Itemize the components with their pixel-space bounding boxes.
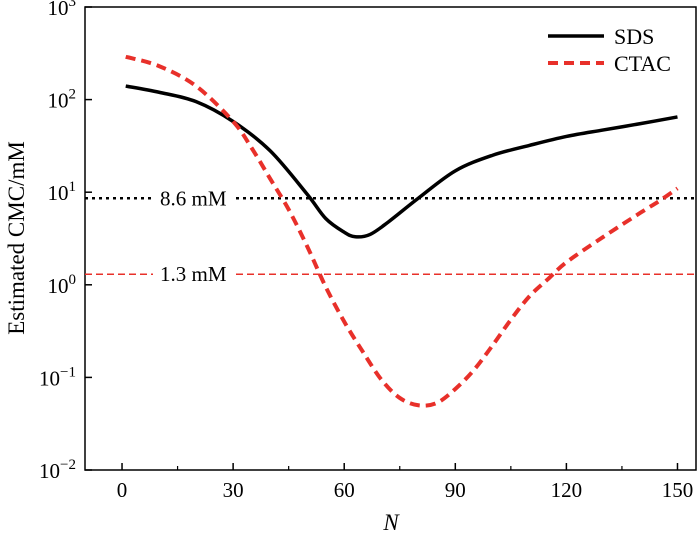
plot-frame bbox=[84, 6, 697, 471]
y-tick-label: 102 bbox=[48, 87, 77, 113]
series-lines bbox=[125, 54, 679, 408]
y-tick-label: 101 bbox=[48, 179, 77, 205]
y-tick-label: 10−2 bbox=[39, 457, 76, 483]
axis-ticks: 0 30 60 90 120 150 10−2 10−1 100 101 102 103 bbox=[39, 0, 693, 502]
x-tick-label: 30 bbox=[223, 478, 244, 502]
reference-line-label: 8.6 mM bbox=[160, 186, 227, 210]
x-tick-label: 150 bbox=[662, 478, 694, 502]
legend-label: CTAC bbox=[614, 51, 671, 76]
x-tick-label: 0 bbox=[117, 478, 128, 502]
legend-label: SDS bbox=[614, 24, 654, 49]
reference-line-label: 1.3 mM bbox=[160, 262, 227, 286]
y-tick-label: 100 bbox=[48, 272, 77, 298]
x-tick-label: 60 bbox=[334, 478, 355, 502]
x-tick-label: 90 bbox=[445, 478, 466, 502]
y-tick-label: 10−1 bbox=[39, 364, 76, 390]
y-axis-title: Estimated CMC/mM bbox=[4, 141, 29, 335]
series-line-sds bbox=[125, 84, 678, 239]
y-tick-label: 103 bbox=[48, 0, 77, 20]
series-line-ctac bbox=[125, 54, 679, 408]
x-axis-title: N bbox=[382, 510, 400, 535]
reference-lines: 8.6 mM 1.3 mM bbox=[85, 186, 696, 286]
x-tick-label: 120 bbox=[551, 478, 583, 502]
